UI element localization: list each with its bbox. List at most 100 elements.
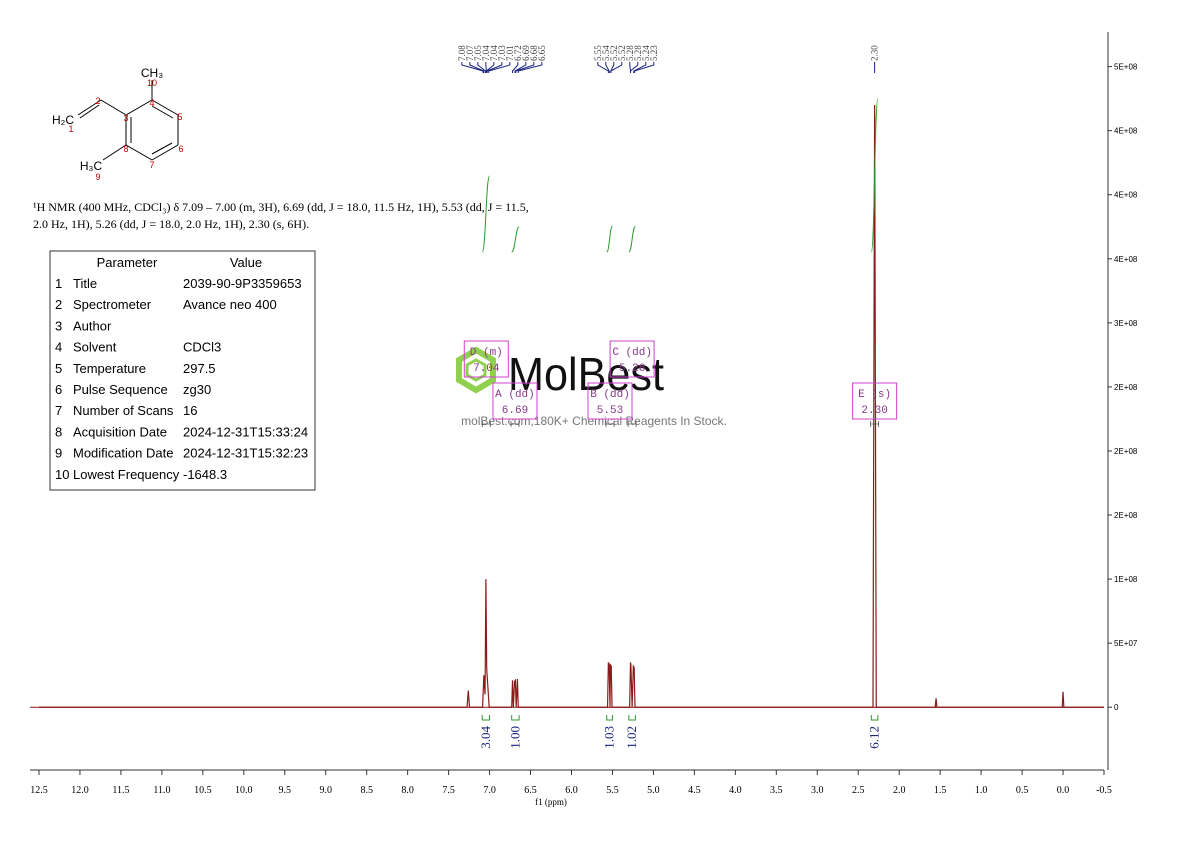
multiplet-box	[852, 382, 898, 420]
x-tick-label: -0.5	[1096, 785, 1112, 796]
table-cell: 3	[55, 318, 62, 333]
integral-curve	[481, 175, 491, 253]
peak-connector	[461, 62, 484, 73]
table-cell: 8	[55, 424, 62, 439]
atom-number: 9	[95, 172, 100, 182]
y-tick-label: 0	[1114, 703, 1119, 712]
x-tick-label: 6.5	[524, 785, 537, 796]
integral-bracket	[511, 715, 520, 721]
atom-number: 10	[147, 78, 157, 88]
y-tick-label: 1E+08	[1114, 575, 1138, 584]
x-tick-label: 12.0	[71, 785, 89, 796]
peak-connector	[629, 62, 639, 73]
integral-curve	[628, 226, 636, 253]
table-cell: Temperature	[73, 361, 146, 376]
peak-connector	[477, 62, 486, 73]
integral-label: 1.02	[624, 726, 639, 749]
peak-label: 5.24	[641, 45, 651, 61]
integral-curve	[511, 226, 520, 253]
multiplet-box	[587, 382, 633, 420]
peak-connector	[512, 62, 519, 73]
table-cell: Number of Scans	[73, 403, 174, 418]
multiplet-shift: 7.04	[473, 363, 500, 375]
multiplet-shift: 6.69	[502, 405, 528, 417]
y-tick-label: 5E+08	[1114, 63, 1138, 72]
y-tick-label: 2E+08	[1114, 447, 1138, 456]
x-tick-label: 10.5	[194, 785, 212, 796]
table-cell: 1	[55, 276, 62, 291]
structure-labels: CH₃ H₂C H₃C	[52, 66, 163, 173]
logo-icon	[465, 358, 487, 382]
table-cell: Solvent	[73, 340, 117, 355]
multiplet-name: E (s)	[858, 389, 891, 401]
multiplet-name: A (dd)	[495, 389, 535, 401]
atom-numbers: 10 2 4 3 5 1 8 6 7 9	[68, 78, 183, 182]
table-cell: 16	[183, 403, 197, 418]
x-tick-label: 0.0	[1057, 785, 1070, 796]
x-tick-label: 10.0	[235, 785, 253, 796]
peak-connector	[488, 62, 511, 73]
peak-label: 6.72	[513, 45, 523, 61]
peak-label: 6.68	[529, 45, 539, 61]
multiplet-marker	[605, 421, 615, 427]
peak-connector	[469, 62, 485, 73]
peak-label: 5.52	[617, 45, 627, 61]
x-tick-label: 9.0	[319, 785, 332, 796]
integral-bracket	[481, 715, 491, 721]
multiplet-marker	[481, 421, 491, 427]
multiplet-box	[463, 340, 509, 378]
table-cell: 2024-12-31T15:32:23	[183, 446, 308, 461]
multiplet-marker	[627, 421, 637, 427]
table-cell: Modification Date	[73, 446, 173, 461]
atom-number: 6	[178, 144, 183, 154]
atom-number: 8	[123, 144, 128, 154]
y-tick-label: 2E+08	[1114, 511, 1138, 520]
table-cell: Avance neo 400	[183, 297, 277, 312]
peak-label: 5.28	[633, 45, 643, 61]
peak-connector	[634, 62, 655, 73]
y-tick-label: 2E+08	[1114, 383, 1138, 392]
multiplet-shift: 5.53	[597, 405, 623, 417]
integral-bracket	[606, 715, 613, 721]
parameter-table: Parameter Value 1 Title 2039-90-9P3359653 2…	[49, 250, 316, 491]
peak-label: 7.07	[465, 45, 475, 61]
table-cell: zg30	[183, 382, 211, 397]
table-cell: 10	[55, 467, 69, 482]
integral-bracket	[870, 715, 879, 721]
x-tick-label: 12.5	[30, 785, 48, 796]
multiplet-box	[492, 382, 538, 420]
x-tick-label: 4.5	[688, 785, 701, 796]
table-cell: 7	[55, 403, 62, 418]
table-cell: Spectrometer	[73, 297, 152, 312]
group-label: H₂C	[52, 113, 74, 127]
x-tick-label: 8.0	[401, 785, 414, 796]
integral-label: 1.00	[507, 726, 522, 749]
atom-number: 7	[149, 160, 154, 170]
integral-bracket	[628, 715, 636, 721]
x-tick-label: 3.5	[770, 785, 783, 796]
peak-label: 2.30	[870, 45, 880, 61]
x-tick-label: 3.0	[811, 785, 824, 796]
multiplet-shift: 5.26	[619, 363, 645, 375]
multiplet-shift: 2.30	[861, 405, 887, 417]
peak-label: 5.54	[601, 45, 611, 61]
integral-curve	[606, 225, 613, 253]
peak-connector	[633, 62, 647, 73]
peak-label: 6.65	[537, 45, 547, 61]
table-cell: 2039-90-9P3359653	[183, 276, 302, 291]
peak-label: 5.52	[609, 45, 619, 61]
peak-connector	[515, 62, 535, 73]
multiplet-name: B (dd)	[590, 389, 630, 401]
y-tick-label: 3E+08	[1114, 319, 1138, 328]
x-tick-label: 2.5	[852, 785, 865, 796]
multiplet-box	[609, 340, 655, 378]
x-tick-label: 6.0	[565, 785, 578, 796]
y-tick-label: 4E+08	[1114, 191, 1138, 200]
x-tick-label: 1.5	[934, 785, 947, 796]
peak-connector	[514, 62, 527, 73]
peak-label: 7.04	[481, 45, 491, 61]
table-cell: Lowest Frequency	[73, 467, 180, 482]
integral-label: 3.04	[478, 726, 493, 749]
